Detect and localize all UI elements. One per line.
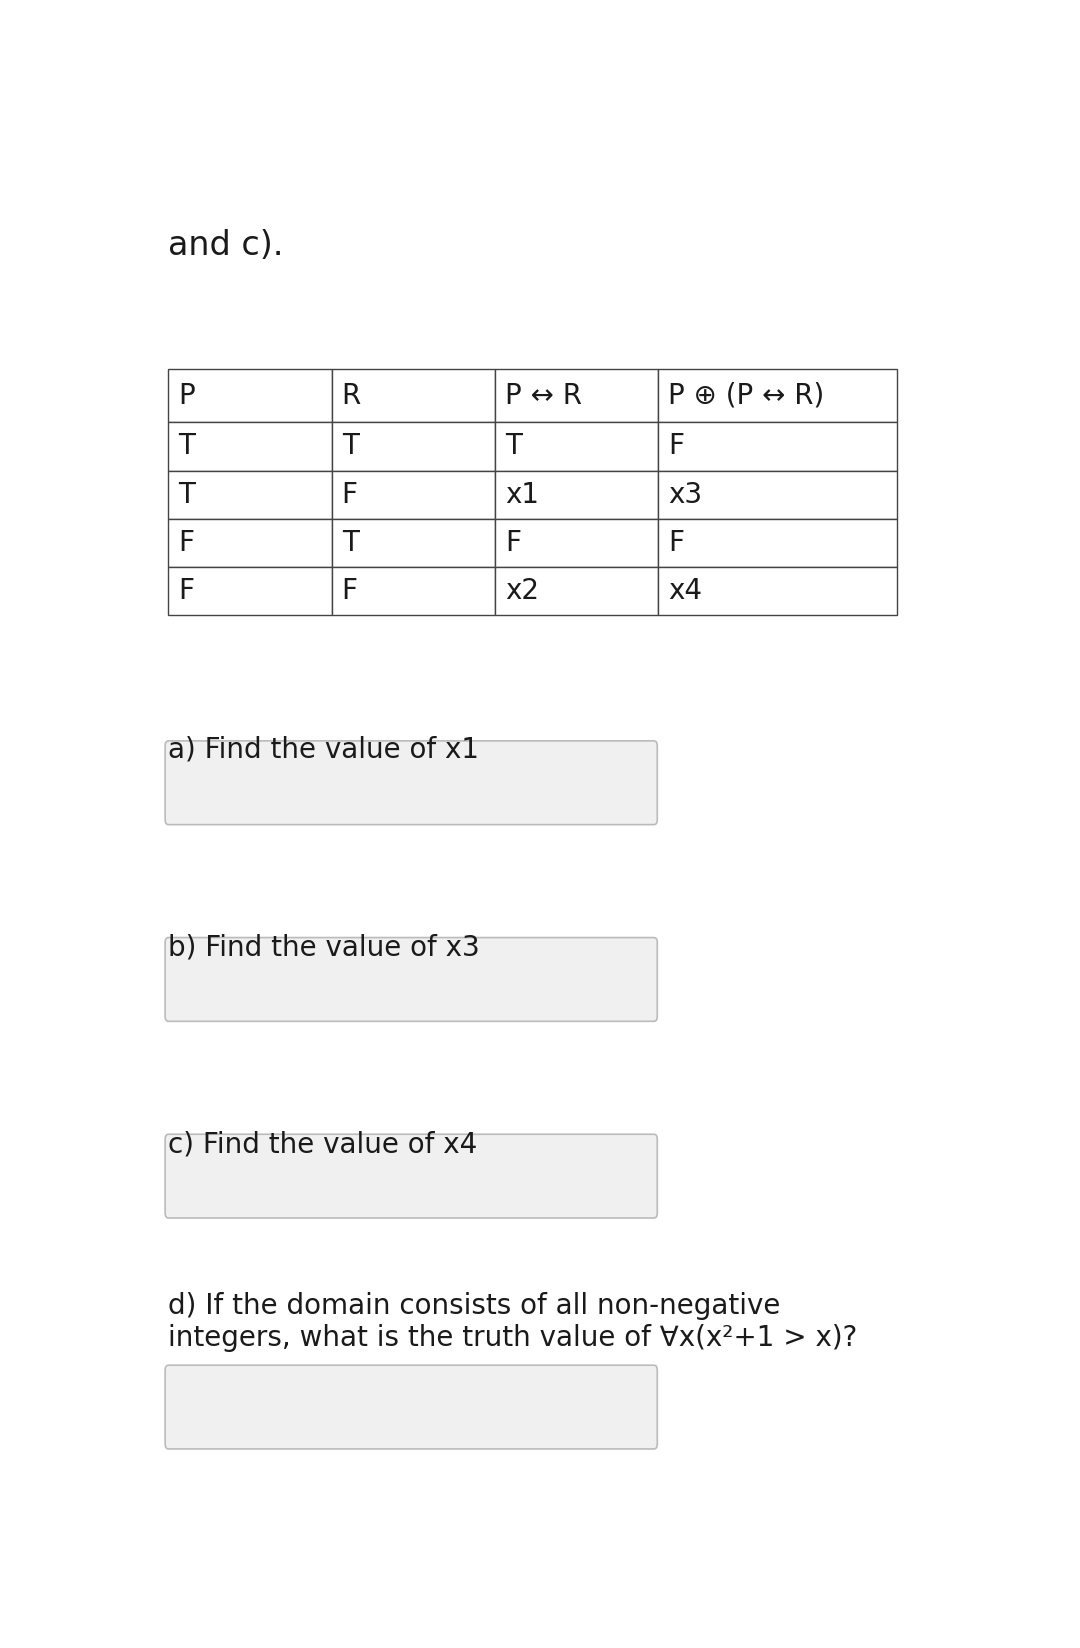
Bar xyxy=(658,519,896,567)
Bar xyxy=(658,567,896,615)
Text: a) Find the value of x1: a) Find the value of x1 xyxy=(168,735,480,763)
Text: d) If the domain consists of all non-negative
integers, what is the truth value : d) If the domain consists of all non-neg… xyxy=(168,1292,858,1351)
Bar xyxy=(495,422,658,471)
Text: b) Find the value of x3: b) Find the value of x3 xyxy=(168,934,481,962)
Text: T: T xyxy=(178,432,195,460)
FancyBboxPatch shape xyxy=(165,742,658,824)
Text: and c).: and c). xyxy=(168,229,284,262)
Text: x3: x3 xyxy=(669,481,702,509)
Text: T: T xyxy=(178,481,195,509)
Bar xyxy=(495,567,658,615)
Text: F: F xyxy=(341,481,357,509)
FancyBboxPatch shape xyxy=(165,1365,658,1449)
Text: F: F xyxy=(505,529,521,557)
Text: F: F xyxy=(341,577,357,605)
Text: F: F xyxy=(178,577,194,605)
Bar xyxy=(658,422,896,471)
Bar xyxy=(332,519,495,567)
Bar xyxy=(332,422,495,471)
Bar xyxy=(495,519,658,567)
Text: x4: x4 xyxy=(669,577,702,605)
FancyBboxPatch shape xyxy=(165,1134,658,1218)
Text: T: T xyxy=(341,432,359,460)
Bar xyxy=(168,567,332,615)
Text: P: P xyxy=(178,382,195,410)
Text: T: T xyxy=(505,432,522,460)
Bar xyxy=(168,369,332,422)
Text: F: F xyxy=(669,529,684,557)
Text: x1: x1 xyxy=(505,481,539,509)
Text: F: F xyxy=(669,432,684,460)
Bar xyxy=(332,567,495,615)
Bar xyxy=(332,471,495,519)
Text: T: T xyxy=(341,529,359,557)
FancyBboxPatch shape xyxy=(165,938,658,1022)
Text: x2: x2 xyxy=(505,577,539,605)
Bar xyxy=(168,471,332,519)
Bar xyxy=(495,369,658,422)
Bar xyxy=(168,422,332,471)
Text: P ⊕ (P ↔ R): P ⊕ (P ↔ R) xyxy=(669,382,824,410)
Text: F: F xyxy=(178,529,194,557)
Text: P ↔ R: P ↔ R xyxy=(505,382,582,410)
Bar xyxy=(658,369,896,422)
Bar xyxy=(332,369,495,422)
Bar xyxy=(658,471,896,519)
Text: R: R xyxy=(341,382,361,410)
Bar xyxy=(168,519,332,567)
Text: c) Find the value of x4: c) Find the value of x4 xyxy=(168,1131,477,1159)
Bar xyxy=(495,471,658,519)
